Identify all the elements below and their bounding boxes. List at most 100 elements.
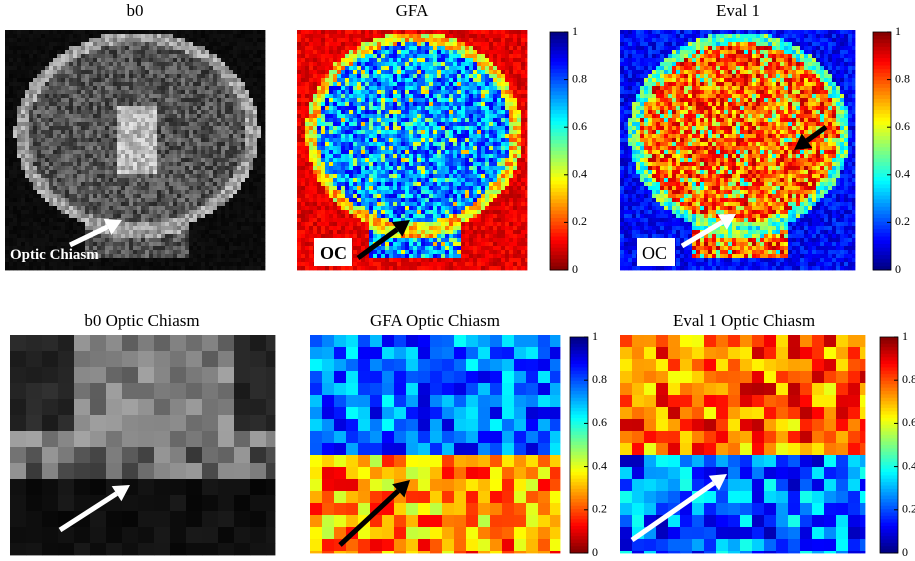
pixel	[249, 170, 254, 175]
pixel	[241, 86, 246, 91]
pixel	[25, 234, 30, 239]
pixel	[77, 54, 82, 59]
pixel	[525, 90, 528, 95]
pixel	[197, 166, 202, 171]
pixel	[241, 190, 246, 195]
pixel	[381, 74, 386, 79]
image	[297, 30, 528, 271]
pixel	[157, 130, 162, 135]
pixel	[153, 166, 158, 171]
pixel	[457, 42, 462, 47]
pixel	[73, 50, 78, 55]
pixel	[209, 50, 214, 55]
pixel	[197, 186, 202, 191]
pixel	[205, 146, 210, 151]
pixel	[153, 122, 158, 127]
pixel	[145, 82, 150, 87]
pixel	[121, 254, 126, 259]
pixel	[517, 46, 522, 51]
pixel	[177, 54, 182, 59]
pixel	[5, 30, 10, 35]
pixel	[385, 102, 390, 107]
pixel	[449, 78, 454, 83]
pixel	[353, 54, 358, 59]
pixel	[177, 42, 182, 47]
pixel	[201, 34, 206, 39]
pixel	[109, 66, 114, 71]
pixel	[445, 30, 450, 35]
pixel	[85, 46, 90, 51]
pixel	[141, 134, 146, 139]
pixel	[205, 266, 210, 271]
pixel	[397, 46, 402, 51]
pixel	[373, 62, 378, 67]
pixel	[145, 166, 150, 171]
pixel	[225, 30, 230, 35]
pixel	[145, 182, 150, 187]
pixel	[45, 154, 50, 159]
pixel	[197, 210, 202, 215]
pixel	[241, 234, 246, 239]
pixel	[77, 178, 82, 183]
pixel	[421, 30, 426, 35]
pixel	[329, 78, 334, 83]
pixel	[249, 34, 254, 39]
pixel	[477, 82, 482, 87]
pixel	[205, 254, 210, 259]
pixel	[245, 146, 250, 151]
pixel	[105, 242, 110, 247]
pixel	[33, 122, 38, 127]
pixel	[217, 254, 222, 259]
pixel	[133, 82, 138, 87]
pixel	[121, 166, 126, 171]
pixel	[445, 102, 450, 107]
pixel	[65, 182, 70, 187]
pixel	[237, 42, 242, 47]
pixel	[197, 154, 202, 159]
pixel	[469, 50, 474, 55]
pixel	[133, 170, 138, 175]
pixel	[165, 258, 170, 263]
pixel	[229, 134, 234, 139]
pixel	[49, 246, 54, 251]
pixel	[189, 138, 194, 143]
pixel	[189, 130, 194, 135]
pixel	[133, 126, 138, 131]
pixel	[229, 46, 234, 51]
pixel	[313, 58, 318, 63]
pixel	[141, 174, 146, 179]
pixel	[209, 222, 214, 227]
pixel	[41, 178, 46, 183]
pixel	[489, 38, 494, 43]
pixel	[205, 238, 210, 243]
pixel	[445, 38, 450, 43]
pixel	[177, 62, 182, 67]
pixel	[225, 214, 230, 219]
pixel	[9, 158, 14, 163]
pixel	[121, 162, 126, 167]
pixel	[249, 174, 254, 179]
pixel	[217, 82, 222, 87]
pixel	[53, 230, 58, 235]
pixel	[65, 210, 70, 215]
pixel	[189, 206, 194, 211]
pixel	[213, 66, 218, 71]
pixel	[177, 134, 182, 139]
pixel	[261, 30, 266, 35]
pixel	[157, 66, 162, 71]
pixel	[41, 78, 46, 83]
pixel	[241, 122, 246, 127]
pixel	[5, 182, 10, 187]
pixel	[413, 90, 418, 95]
pixel	[449, 46, 454, 51]
pixel	[197, 70, 202, 75]
pixel	[233, 258, 238, 263]
pixel	[193, 162, 198, 167]
pixel	[157, 54, 162, 59]
pixel	[101, 186, 106, 191]
pixel	[361, 90, 366, 95]
pixel	[21, 202, 26, 207]
pixel	[17, 246, 22, 251]
pixel	[173, 134, 178, 139]
pixel	[5, 42, 10, 47]
